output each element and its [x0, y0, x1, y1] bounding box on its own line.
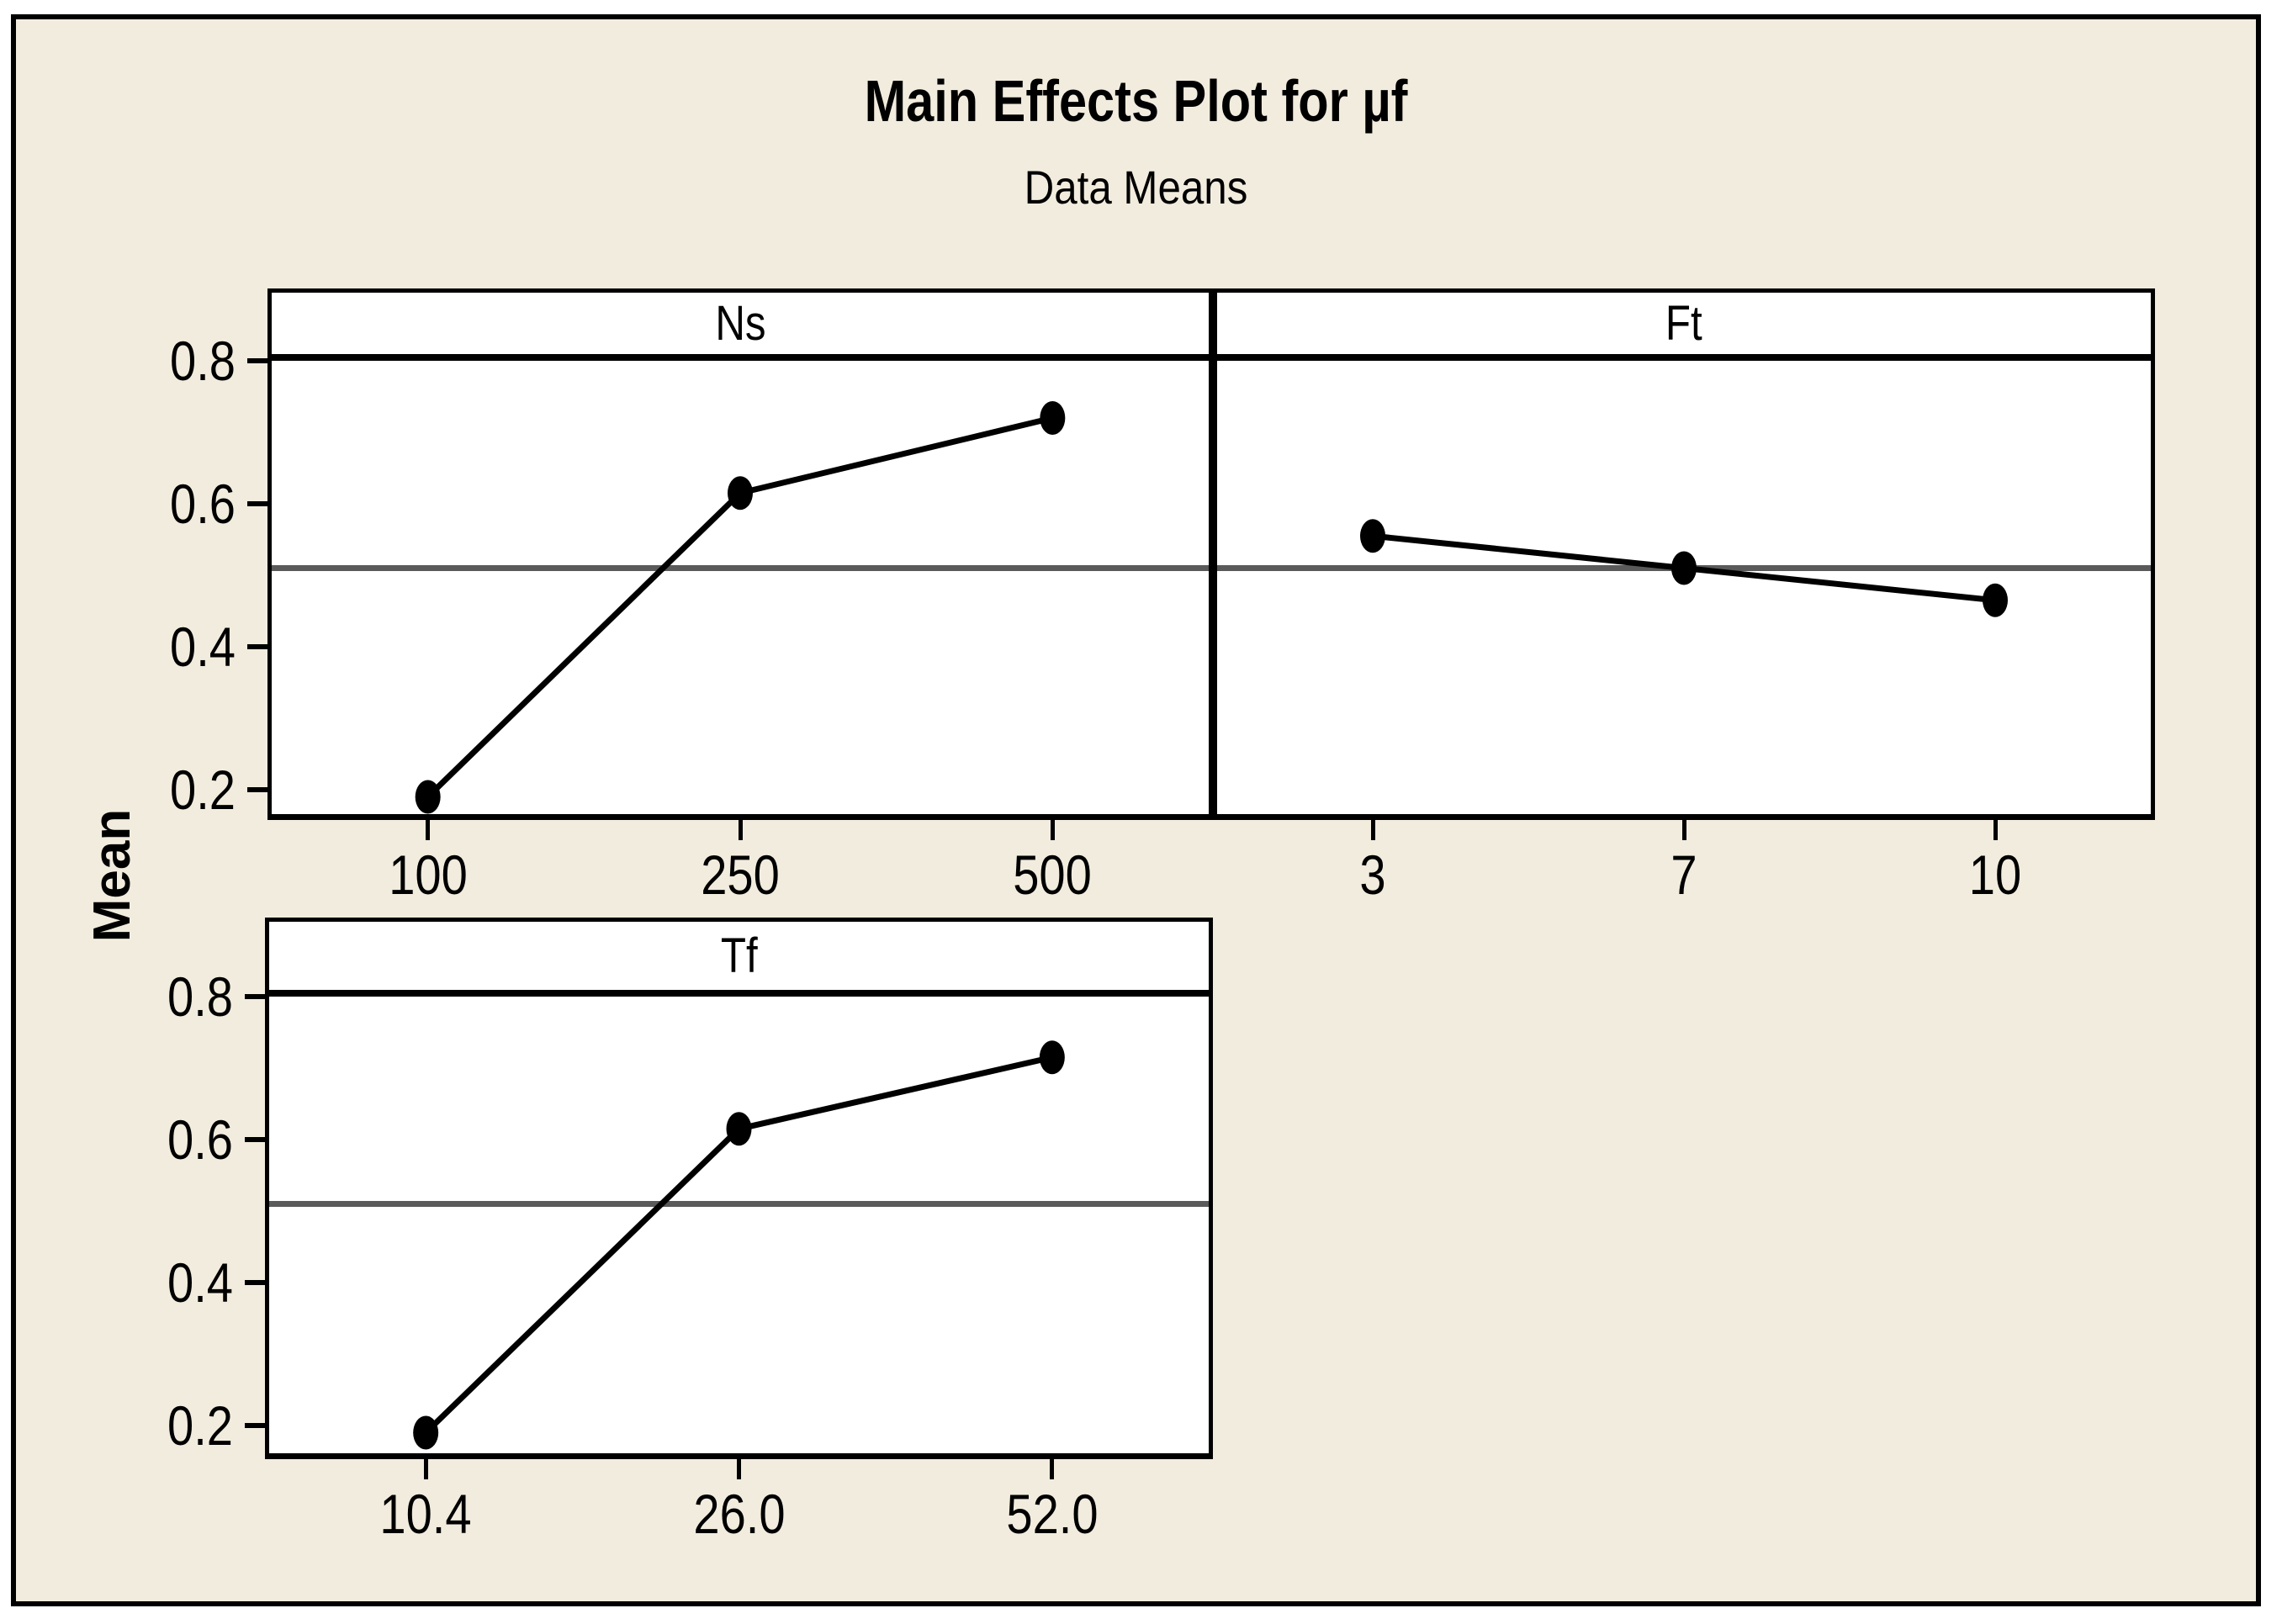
series-line — [426, 415, 1054, 800]
panel-ft-plot — [1217, 361, 2151, 814]
y-tick-mark — [247, 501, 269, 506]
x-tick-mark — [426, 820, 431, 840]
y-tick-mark — [245, 1280, 267, 1285]
x-tick-mark — [423, 1459, 428, 1479]
x-tick-mark — [1993, 820, 1998, 840]
x-tick-label: 3 — [1359, 844, 1386, 906]
data-point-marker — [1983, 583, 2008, 617]
panel-ns: Ns — [267, 288, 1213, 820]
data-point-marker — [726, 1112, 752, 1146]
y-tick-mark — [247, 787, 269, 792]
data-point-marker — [1671, 551, 1697, 585]
x-tick-label: 10.4 — [379, 1483, 472, 1545]
panel-tf-header: Tf — [269, 922, 1209, 997]
data-point-marker — [413, 1415, 439, 1450]
panel-ns-header: Ns — [272, 293, 1209, 361]
panel-tf-plot — [269, 997, 1209, 1453]
x-tick-mark — [1681, 820, 1686, 840]
x-tick-mark — [1370, 820, 1375, 840]
y-tick-mark — [247, 358, 269, 363]
x-tick-label: 10 — [1968, 844, 2022, 906]
data-point-marker — [1360, 519, 1385, 553]
x-tick-label: 250 — [701, 844, 780, 906]
x-tick-mark — [1050, 820, 1055, 840]
panel-ft-header: Ft — [1217, 293, 2151, 361]
x-tick-label: 52.0 — [1006, 1483, 1099, 1545]
panel-ft: Ft — [1213, 288, 2155, 820]
y-tick-label: 0.8 — [170, 330, 236, 392]
y-tick-mark — [245, 994, 267, 999]
panel-ft-label: Ft — [1665, 295, 1702, 351]
data-point-marker — [1039, 1040, 1065, 1075]
x-tick-mark — [737, 1459, 741, 1479]
panel-tf-series — [269, 1040, 1209, 1450]
panel-tf: Tf — [265, 918, 1213, 1459]
y-tick-label: 0.4 — [170, 616, 236, 678]
y-tick-label: 0.6 — [170, 473, 236, 535]
data-point-marker — [728, 476, 753, 510]
y-tick-mark — [245, 1137, 267, 1142]
data-point-marker — [415, 780, 441, 814]
y-tick-label: 0.2 — [170, 759, 236, 821]
panel-tf-label: Tf — [720, 928, 758, 983]
x-tick-label: 7 — [1670, 844, 1697, 906]
panel-ns-series — [272, 401, 1209, 814]
x-tick-mark — [1050, 1459, 1055, 1479]
x-tick-label: 500 — [1013, 844, 1093, 906]
chart-subtitle: Data Means — [1024, 161, 1248, 214]
y-tick-mark — [245, 1423, 267, 1428]
panel-ns-plot — [272, 361, 1209, 814]
y-tick-mark — [247, 644, 269, 649]
y-tick-label: 0.2 — [167, 1394, 233, 1457]
chart-title: Main Effects Plot for µf — [864, 68, 1408, 134]
x-tick-label: 26.0 — [692, 1483, 786, 1545]
y-tick-label: 0.4 — [167, 1251, 233, 1314]
panel-ft-series — [1217, 519, 2151, 617]
y-tick-label: 0.6 — [167, 1108, 233, 1171]
panel-ns-label: Ns — [714, 295, 766, 351]
data-point-marker — [1040, 401, 1066, 435]
x-tick-mark — [738, 820, 743, 840]
y-tick-label: 0.8 — [167, 965, 233, 1028]
x-tick-label: 100 — [388, 844, 468, 906]
